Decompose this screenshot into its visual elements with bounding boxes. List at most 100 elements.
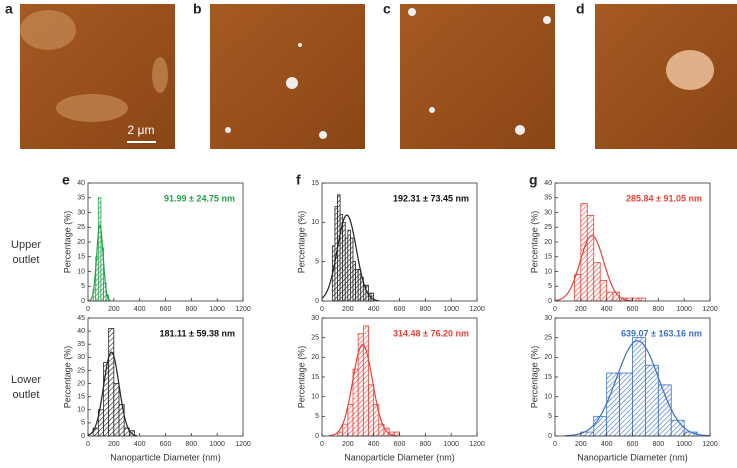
y-axis-label: Percentage (%) <box>62 211 72 274</box>
bar <box>599 279 608 302</box>
y-tick-label: 10 <box>311 219 319 226</box>
y-tick-label: 5 <box>315 413 319 420</box>
y-axis-label: Percentage (%) <box>296 211 306 274</box>
bar <box>638 297 646 302</box>
panel-label: c <box>383 1 391 17</box>
particle <box>319 131 327 139</box>
y-tick-label: 0 <box>81 433 85 440</box>
fit-curve <box>321 214 379 302</box>
particle <box>286 77 298 89</box>
y-tick-label: 25 <box>544 224 552 231</box>
y-tick-label: 15 <box>544 374 552 381</box>
bar <box>606 291 614 302</box>
x-tick-label: 1000 <box>443 306 459 313</box>
bar <box>670 419 685 437</box>
y-tick-label: 25 <box>77 367 85 374</box>
bar <box>632 337 646 437</box>
y-tick-label: 30 <box>77 354 85 361</box>
panel-label: b <box>193 1 202 17</box>
x-tick-label: 1200 <box>469 441 485 448</box>
bar <box>593 415 608 437</box>
bar <box>593 262 601 302</box>
y-tick-label: 30 <box>77 209 85 216</box>
fit-annotation: 192.31 ± 73.45 nm <box>393 193 469 203</box>
bar <box>113 383 120 437</box>
afm-image <box>595 4 737 149</box>
y-tick-label: 20 <box>544 354 552 361</box>
x-tick-label: 1000 <box>443 441 459 448</box>
fit-curve <box>564 340 711 437</box>
x-tick-label: 800 <box>185 441 197 448</box>
particle <box>429 107 435 113</box>
x-tick-label: 800 <box>652 441 664 448</box>
row-label: Lower outlet <box>11 374 41 401</box>
particle <box>408 8 416 16</box>
y-tick-label: 0 <box>548 298 552 305</box>
y-tick-label: 40 <box>77 328 85 335</box>
y-tick-label: 20 <box>544 239 552 246</box>
x-tick-label: 0 <box>86 441 90 448</box>
y-axis-label: Percentage (%) <box>62 346 72 409</box>
bar <box>645 364 659 437</box>
x-tick-label: 200 <box>108 441 120 448</box>
y-tick-label: 15 <box>544 254 552 261</box>
bar <box>352 368 359 437</box>
aggregate <box>56 94 128 122</box>
bar <box>657 384 672 437</box>
fit-annotation: 285.84 ± 91.05 nm <box>626 193 702 203</box>
fit-curve <box>87 351 138 437</box>
bar <box>368 384 375 437</box>
bar <box>586 215 595 302</box>
y-tick-label: 10 <box>77 268 85 275</box>
bar <box>606 372 620 437</box>
x-tick-label: 1200 <box>702 441 718 448</box>
fit-curve <box>89 224 111 302</box>
y-tick-label: 30 <box>311 315 319 322</box>
x-tick-label: 0 <box>553 306 557 313</box>
x-tick-label: 200 <box>342 441 354 448</box>
y-tick-label: 10 <box>544 268 552 275</box>
x-tick-label: 200 <box>342 306 354 313</box>
y-tick-label: 25 <box>77 224 85 231</box>
y-tick-label: 5 <box>81 283 85 290</box>
y-tick-label: 40 <box>77 180 85 187</box>
y-tick-label: 5 <box>315 259 319 266</box>
y-tick-label: 30 <box>544 209 552 216</box>
particle <box>225 127 231 133</box>
panel-label: e <box>62 172 70 188</box>
y-tick-label: 5 <box>548 413 552 420</box>
particle <box>543 16 551 24</box>
y-tick-label: 0 <box>548 433 552 440</box>
y-axis-label: Percentage (%) <box>529 346 539 409</box>
afm-image <box>210 4 365 149</box>
panel-label: d <box>576 1 585 17</box>
x-tick-label: 400 <box>134 306 146 313</box>
bar <box>337 431 344 437</box>
x-tick-label: 1200 <box>702 306 718 313</box>
y-tick-label: 0 <box>315 433 319 440</box>
x-tick-label: 800 <box>652 306 664 313</box>
y-tick-label: 15 <box>311 180 319 187</box>
y-tick-label: 15 <box>77 394 85 401</box>
fit-annotation: 639.07 ± 163.16 nm <box>621 328 702 338</box>
bar <box>347 404 354 437</box>
y-tick-label: 10 <box>544 394 552 401</box>
x-tick-label: 400 <box>368 441 380 448</box>
y-tick-label: 30 <box>544 315 552 322</box>
bar <box>342 423 349 437</box>
row-label: Upper outlet <box>11 239 41 266</box>
panel-label: a <box>5 1 13 17</box>
y-tick-label: 40 <box>544 180 552 187</box>
afm-image <box>400 4 555 149</box>
x-axis-label: Nanoparticle Diameter (nm) <box>577 452 688 462</box>
x-tick-label: 0 <box>320 441 324 448</box>
scale-bar-label: 2 μm <box>128 123 155 137</box>
x-tick-label: 600 <box>627 441 639 448</box>
fit-curve <box>329 343 397 437</box>
y-tick-label: 10 <box>77 407 85 414</box>
y-tick-label: 20 <box>77 239 85 246</box>
x-tick-label: 600 <box>627 306 639 313</box>
x-tick-label: 200 <box>575 306 587 313</box>
bar <box>362 325 369 437</box>
